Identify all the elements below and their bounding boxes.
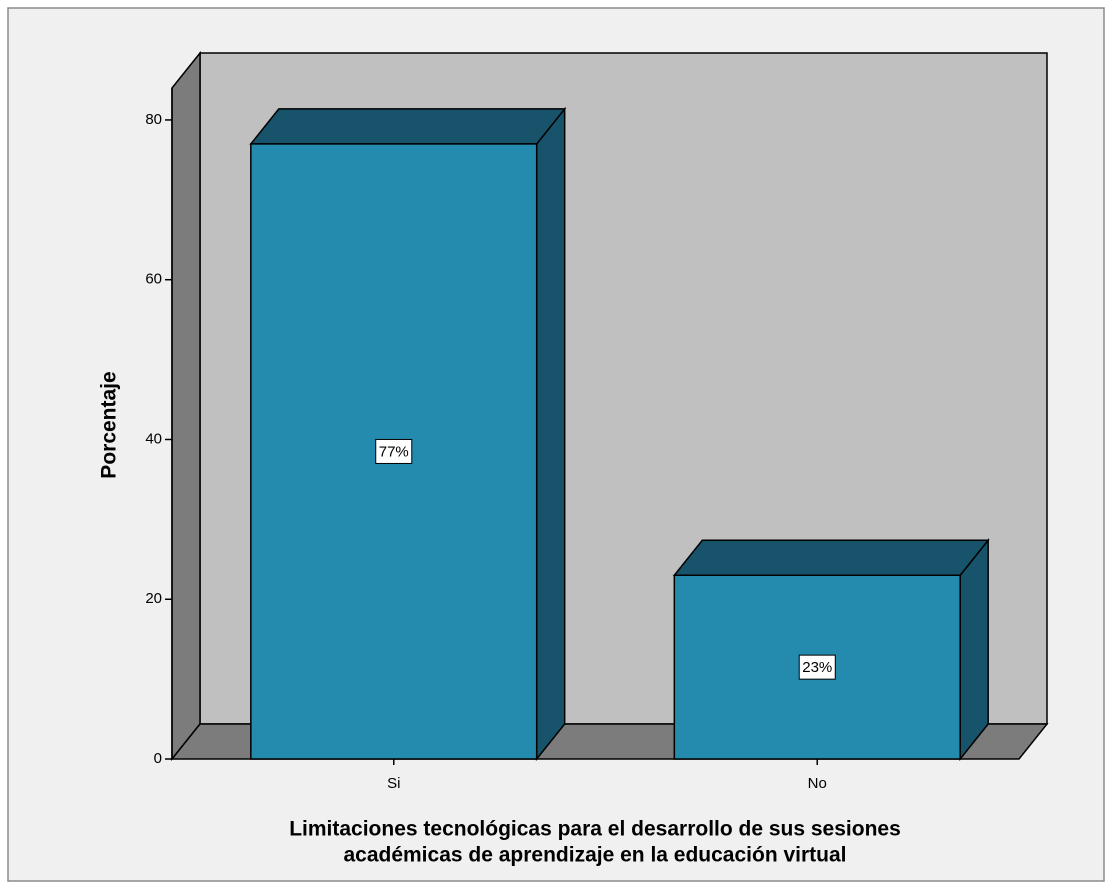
bar-side <box>959 538 989 762</box>
x-axis-label: académicas de aprendizaje en la educació… <box>343 844 846 867</box>
y-tick-label: 0 <box>154 750 162 767</box>
x-axis-label: Limitaciones tecnológicas para el desarr… <box>289 818 901 841</box>
value-label-box <box>798 654 836 680</box>
value-label: 23% <box>802 659 832 676</box>
y-axis-label: Porcentaje <box>98 371 121 478</box>
x-tick-label: No <box>808 775 827 792</box>
bar-side <box>535 106 566 762</box>
bar-top <box>672 539 990 577</box>
y-tick-label: 40 <box>145 430 162 447</box>
value-label: 77% <box>379 443 409 460</box>
y-tick-label: 60 <box>145 271 162 288</box>
bar <box>673 574 961 760</box>
y-tick-label: 20 <box>145 590 162 607</box>
x-tick-label: Si <box>387 775 400 792</box>
left-wall <box>171 50 201 762</box>
value-label-box <box>375 438 413 464</box>
y-tick-label: 80 <box>145 111 162 128</box>
bar-top <box>249 108 567 145</box>
